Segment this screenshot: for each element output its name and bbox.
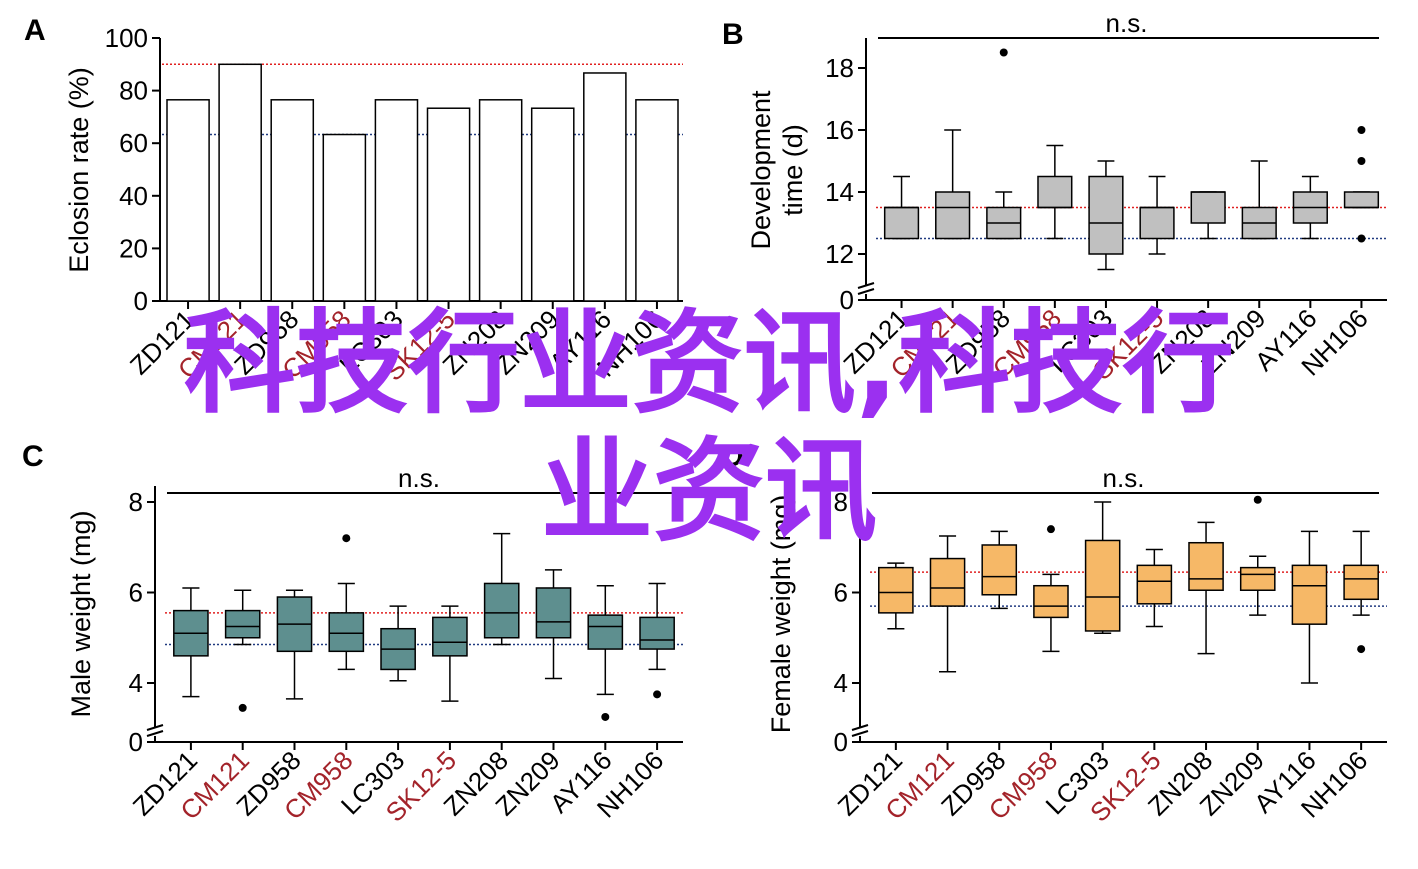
bar <box>322 133 367 302</box>
box <box>1291 564 1328 625</box>
panel-letter: C <box>22 440 44 473</box>
axis-break-mark <box>146 724 164 737</box>
y-tick-label: 8 <box>834 487 848 517</box>
y-tick-label: 6 <box>129 578 143 608</box>
bar <box>478 99 523 302</box>
y-tick-label: 60 <box>119 128 148 158</box>
y-tick-label: 80 <box>119 76 148 106</box>
box <box>483 582 520 639</box>
box <box>878 566 914 614</box>
box <box>1088 175 1124 255</box>
significance-label: n.s. <box>1103 463 1145 493</box>
box <box>1139 206 1175 240</box>
box <box>535 587 572 639</box>
y-tick-label: 0 <box>834 727 848 757</box>
box <box>432 616 468 657</box>
box <box>981 544 1018 596</box>
box <box>1343 564 1379 601</box>
panel-letter: B <box>722 18 744 51</box>
outlier-point <box>1357 234 1366 243</box>
box <box>1343 191 1380 209</box>
y-tick-label: 12 <box>825 239 854 269</box>
bar <box>166 99 210 302</box>
bar <box>583 72 627 302</box>
significance-label: n.s. <box>1106 8 1148 38</box>
y-axis-label: Eclosion rate (%) <box>64 67 94 273</box>
bar <box>374 99 419 302</box>
outlier-point <box>601 712 610 721</box>
y-tick-label: 6 <box>834 578 848 608</box>
box <box>929 557 966 607</box>
box <box>1190 191 1226 224</box>
y-tick-label: 100 <box>105 23 148 53</box>
y-tick-label: 16 <box>825 115 854 145</box>
box <box>587 614 624 650</box>
box <box>1084 539 1121 632</box>
y-axis-label: Female weight (mg) <box>766 495 796 734</box>
y-axis-label: Male weight (mg) <box>66 510 96 717</box>
bar <box>218 63 262 302</box>
panel-letter: D <box>722 440 744 473</box>
y-tick-label: 8 <box>129 487 143 517</box>
panel-letter: A <box>24 14 46 47</box>
box <box>935 191 971 240</box>
outlier-point <box>1357 157 1366 165</box>
outlier-point <box>999 48 1008 57</box>
y-tick-label: 0 <box>134 286 148 316</box>
y-tick-label: 0 <box>840 285 854 315</box>
box <box>224 609 261 639</box>
bar <box>270 99 315 302</box>
y-tick-label: 4 <box>129 668 143 698</box>
outlier-point <box>1253 495 1262 504</box>
significance-label: n.s. <box>398 463 440 493</box>
box <box>1033 584 1069 619</box>
y-axis-label: time (d) <box>778 124 808 216</box>
y-tick-label: 20 <box>119 233 148 263</box>
bar <box>635 99 679 302</box>
bar <box>426 107 471 302</box>
outlier-point <box>342 534 351 543</box>
y-axis-label: Development <box>746 90 776 250</box>
axis-break-mark <box>857 282 875 295</box>
y-tick-label: 0 <box>129 727 143 757</box>
outlier-point <box>238 703 247 712</box>
y-tick-label: 40 <box>119 181 148 211</box>
axis-break-mark <box>851 724 869 737</box>
y-tick-label: 14 <box>825 177 854 207</box>
box <box>1136 564 1173 605</box>
outlier-point <box>1357 126 1366 134</box>
box <box>639 616 675 650</box>
box <box>1188 541 1224 591</box>
box <box>883 206 920 240</box>
y-tick-label: 18 <box>825 53 854 83</box>
y-tick-label: 4 <box>834 668 848 698</box>
box <box>1037 175 1073 209</box>
bar <box>530 107 575 302</box>
outlier-point <box>653 690 662 699</box>
outlier-point <box>1046 525 1055 534</box>
box <box>328 612 365 653</box>
outlier-point <box>1357 645 1366 654</box>
box <box>1239 566 1276 591</box>
